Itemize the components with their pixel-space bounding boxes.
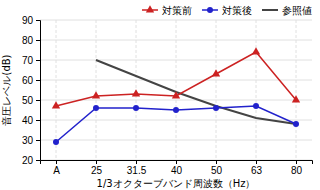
tick-mark <box>296 160 297 164</box>
tick: 60 <box>22 75 40 86</box>
tick-label: 25 <box>91 165 103 176</box>
series <box>52 47 300 108</box>
tick-mark <box>36 20 40 21</box>
tick-mark <box>96 160 97 164</box>
y-axis-title: 音圧レベル(dB) <box>1 54 12 125</box>
tick-label: 30 <box>22 135 34 146</box>
tick-label: 60 <box>22 75 34 86</box>
series <box>96 60 296 124</box>
tick-mark <box>136 160 137 164</box>
tick-label: 63 <box>251 165 263 176</box>
marker <box>133 105 139 111</box>
chart: 20 30 40 50 60 70 80 90 A 25 31.5 40 50 63 80 1/3オクターブバ… <box>0 0 320 190</box>
tick: 80 <box>22 35 40 46</box>
y-axis: 20 30 40 50 60 70 80 90 <box>22 15 41 166</box>
tick-label: 70 <box>22 55 34 66</box>
marker <box>253 103 259 109</box>
tick: 80 <box>291 160 303 176</box>
tick-mark <box>36 40 40 41</box>
grid-line-x <box>256 20 257 160</box>
tick: 31.5 <box>127 160 147 176</box>
marker <box>173 107 179 113</box>
tick-mark <box>36 60 40 61</box>
legend-label: 対策後 <box>222 5 252 16</box>
marker <box>172 91 180 98</box>
tick: A <box>53 160 60 176</box>
legend-item: 対策後 <box>202 5 252 16</box>
tick-label: 50 <box>211 165 223 176</box>
tick-label: 80 <box>22 35 34 46</box>
axis-domain <box>36 21 41 161</box>
legend-label: 参照値 <box>282 5 312 16</box>
marker <box>212 69 220 76</box>
tick: 25 <box>91 160 103 176</box>
tick: 63 <box>251 160 263 176</box>
tick-label: A <box>53 165 60 176</box>
marks <box>52 47 300 145</box>
legend-swatch <box>207 7 213 13</box>
series <box>53 103 299 145</box>
marker <box>293 121 299 127</box>
tick-label: 50 <box>22 95 34 106</box>
grid-line-x <box>216 20 217 160</box>
tick-label: 31.5 <box>127 165 147 176</box>
tick-mark <box>56 160 57 164</box>
marker <box>292 95 300 102</box>
grid-line-x <box>176 20 177 160</box>
legend: 対策前 対策後 参照値 <box>142 5 312 16</box>
marker <box>252 47 260 54</box>
tick-mark <box>36 100 40 101</box>
tick-mark <box>36 80 40 81</box>
marker <box>53 139 59 145</box>
tick-mark <box>256 160 257 164</box>
legend-item: 対策前 <box>142 5 192 16</box>
tick-mark <box>216 160 217 164</box>
tick: 70 <box>22 55 40 66</box>
series-line <box>96 60 296 124</box>
tick: 20 <box>22 155 40 166</box>
grid-line-x <box>296 20 297 160</box>
tick: 50 <box>22 95 40 106</box>
marker <box>132 89 140 96</box>
grid <box>40 20 312 160</box>
tick-mark <box>36 120 40 121</box>
tick: 40 <box>171 160 183 176</box>
tick-label: 80 <box>291 165 303 176</box>
axis-domain <box>41 161 313 165</box>
legend-swatch <box>262 9 278 11</box>
marker <box>92 91 100 98</box>
series-line <box>56 52 296 106</box>
plot-area: 20 30 40 50 60 70 80 90 A 25 31.5 40 50 63 80 <box>22 15 313 176</box>
marker <box>52 101 60 108</box>
tick-label: 40 <box>171 165 183 176</box>
grid-line-x <box>96 20 97 160</box>
tick-mark <box>36 140 40 141</box>
tick-label: 40 <box>22 115 34 126</box>
marker <box>213 105 219 111</box>
x-axis: A 25 31.5 40 50 63 80 <box>41 160 313 176</box>
tick: 90 <box>22 15 40 26</box>
x-axis-title: 1/3オクターブバンド周波数（Hz） <box>97 178 256 189</box>
tick-mark <box>176 160 177 164</box>
legend-item: 参照値 <box>262 5 312 16</box>
tick-mark <box>36 160 40 161</box>
series-line <box>56 106 296 142</box>
tick-label: 90 <box>22 15 34 26</box>
tick: 50 <box>211 160 223 176</box>
legend-swatch <box>146 5 154 12</box>
marker <box>93 105 99 111</box>
tick: 30 <box>22 135 40 146</box>
tick-label: 20 <box>22 155 34 166</box>
tick: 40 <box>22 115 40 126</box>
legend-label: 対策前 <box>162 5 192 16</box>
